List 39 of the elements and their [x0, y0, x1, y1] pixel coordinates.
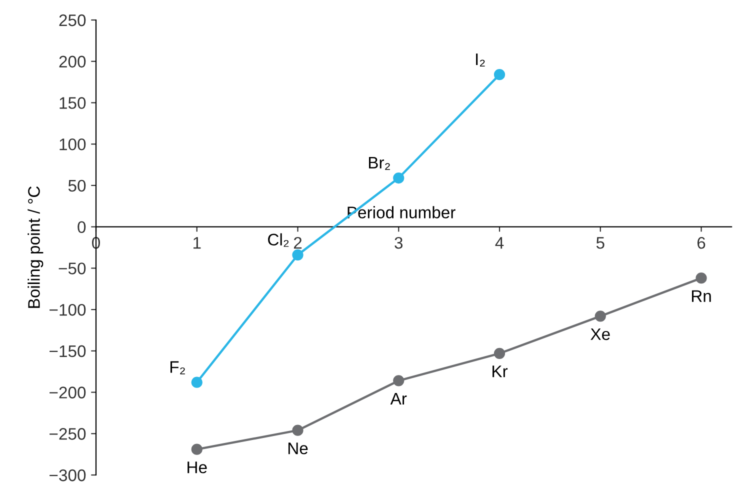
y-tick-label: 0 — [78, 221, 86, 234]
x-tick-label: 2 — [294, 236, 302, 249]
annotation: Kr — [492, 366, 508, 378]
annotation: F₂ — [170, 361, 185, 374]
point — [393, 172, 404, 184]
point — [494, 69, 506, 80]
point — [292, 249, 304, 260]
point — [696, 272, 707, 284]
y-tick-label: −50 — [58, 262, 86, 274]
annotation: Ar — [390, 392, 407, 404]
annotation: Rn — [692, 290, 711, 302]
point — [191, 376, 202, 388]
point — [292, 424, 304, 436]
point — [594, 310, 606, 322]
x-tick-label: 1 — [194, 237, 201, 249]
annotation: I₂ — [476, 54, 485, 66]
x-tick-label: 5 — [596, 237, 604, 249]
y-tick-label: −100 — [50, 304, 86, 316]
point — [494, 348, 506, 359]
y-tick-label: 100 — [60, 138, 86, 150]
point — [191, 444, 202, 455]
y-tick-label: 200 — [59, 56, 86, 68]
y-tick-label: −200 — [50, 386, 86, 398]
y-tick-label: 250 — [59, 14, 86, 26]
y-tick-label: −150 — [50, 345, 86, 358]
annotation: Xe — [590, 328, 610, 340]
y-tick-label: 50 — [68, 180, 86, 192]
y-axis-title: Boiling point / °C — [28, 186, 44, 308]
x-tick-label: 3 — [394, 236, 403, 249]
annotation: Br₂ — [368, 156, 390, 170]
y-tick-label: −250 — [50, 428, 86, 440]
x-tick-label: 4 — [495, 237, 504, 249]
point — [393, 375, 404, 386]
annotation: He — [188, 462, 207, 474]
x-tick-label: 6 — [697, 236, 706, 249]
y-tick-label: 150 — [60, 97, 86, 109]
y-tick-label: −300 — [50, 469, 86, 482]
annotation: Cl₂ — [268, 233, 289, 247]
annotation: Ne — [288, 442, 308, 454]
